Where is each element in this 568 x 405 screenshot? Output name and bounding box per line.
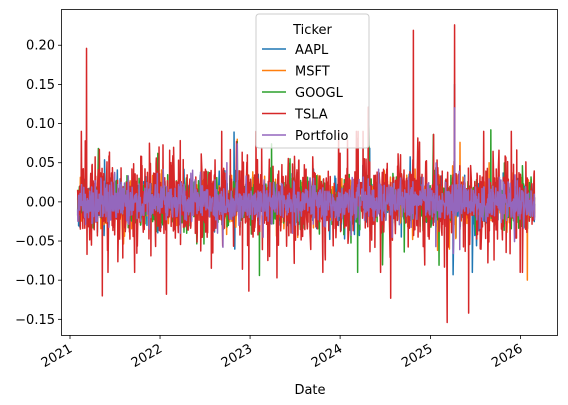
y-tick-label: −0.10 [15,274,55,289]
plot-frame [61,9,558,336]
x-axis-label: Date [294,383,325,398]
legend-label-aapl: AAPL [295,43,329,58]
y-tick-label: 0.15 [26,78,55,93]
y-tick-label: 0.00 [26,195,55,210]
legend-label-googl: GOOGL [295,86,344,101]
legend-label-msft: MSFT [295,65,330,80]
series-lines [76,24,536,324]
y-tick-label: −0.15 [15,313,55,328]
y-axis: 0.20 0.15 0.10 0.05 0.00 −0.05 −0.10 −0.15 [15,39,62,328]
y-tick-label: 0.10 [26,117,55,132]
legend: Ticker AAPL MSFT GOOGL TSLA Portfolio [255,13,370,149]
legend-title: Ticker [292,23,332,38]
series-line-portfolio [76,107,536,255]
y-tick-label: 0.20 [26,39,55,54]
legend-label-tsla: TSLA [294,108,328,123]
y-tick-label: −0.05 [15,235,55,250]
legend-box [255,13,370,149]
legend-label-portfolio: Portfolio [295,129,349,144]
y-tick-label: 0.05 [26,156,55,171]
